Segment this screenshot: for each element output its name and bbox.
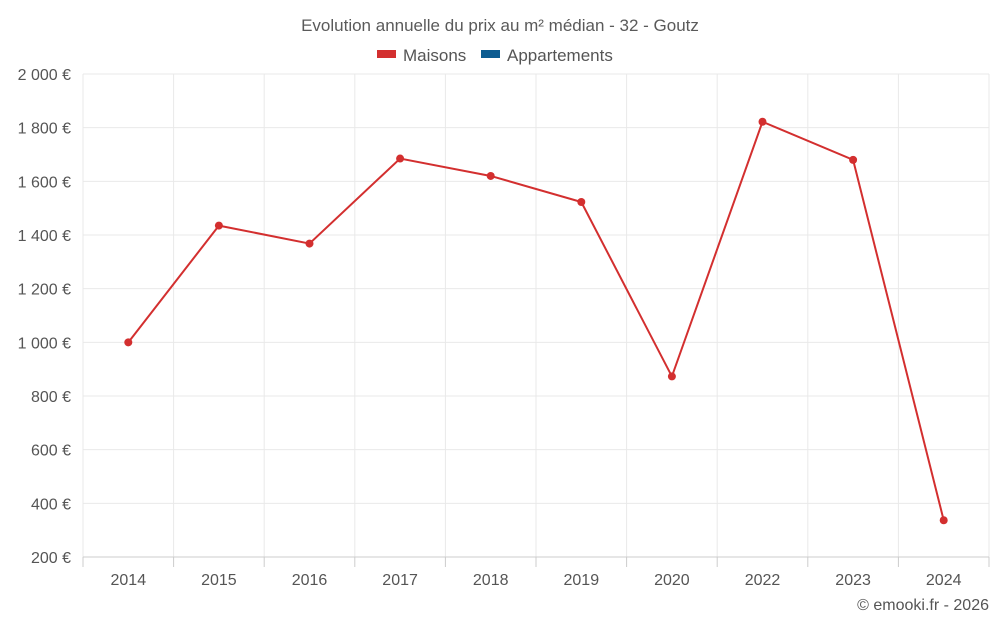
y-tick-label: 1 800 € (18, 121, 71, 138)
data-point[interactable] (758, 117, 767, 126)
y-tick-label: 200 € (31, 550, 71, 567)
data-point[interactable] (214, 221, 223, 230)
x-tick-label: 2024 (926, 572, 962, 589)
credit-text: © emooki.fr - 2026 (857, 597, 989, 614)
y-tick-label: 400 € (31, 496, 71, 513)
legend-swatch-maisons (377, 50, 396, 58)
y-tick-label: 1 000 € (18, 335, 71, 352)
y-axis: 200 € 400 € 600 € 800 € 1 000 € 1 200 € 1 400 … (18, 67, 71, 567)
data-point[interactable] (486, 171, 495, 180)
chart-title: Evolution annuelle du prix au m² médian … (301, 16, 699, 35)
x-tick-label: 2016 (292, 572, 328, 589)
x-tick-label: 2017 (382, 572, 418, 589)
x-tick-label: 2018 (473, 572, 509, 589)
y-tick-label: 600 € (31, 443, 71, 460)
legend-item-appartements[interactable]: Appartements (481, 46, 613, 65)
legend-label-appartements: Appartements (507, 46, 613, 65)
data-point[interactable] (577, 197, 586, 206)
y-tick-label: 800 € (31, 389, 71, 406)
data-point[interactable] (849, 155, 858, 164)
series-line-maisons (127, 120, 945, 521)
x-tick-label: 2022 (745, 572, 781, 589)
x-tick-label: 2019 (564, 572, 600, 589)
legend-item-maisons[interactable]: Maisons (377, 46, 466, 65)
grid (82, 73, 990, 557)
legend-swatch-appartements (481, 50, 500, 58)
data-point[interactable] (667, 372, 676, 381)
plot-area (124, 117, 948, 525)
y-tick-label: 1 400 € (18, 228, 71, 245)
data-point[interactable] (305, 239, 314, 248)
y-tick-label: 1 200 € (18, 282, 71, 299)
legend: Maisons Appartements (377, 46, 613, 65)
data-point[interactable] (124, 338, 133, 347)
x-tick-label: 2015 (201, 572, 237, 589)
y-tick-label: 1 600 € (18, 174, 71, 191)
x-tick-label: 2023 (835, 572, 871, 589)
x-axis: 2014 2015 2016 2017 2018 2019 2020 2022 2023 2024 (82, 556, 990, 589)
data-point[interactable] (939, 516, 948, 525)
x-tick-label: 2014 (111, 572, 147, 589)
data-point[interactable] (396, 154, 405, 163)
y-tick-label: 2 000 € (18, 67, 71, 84)
legend-label-maisons: Maisons (403, 46, 466, 65)
x-tick-label: 2020 (654, 572, 690, 589)
